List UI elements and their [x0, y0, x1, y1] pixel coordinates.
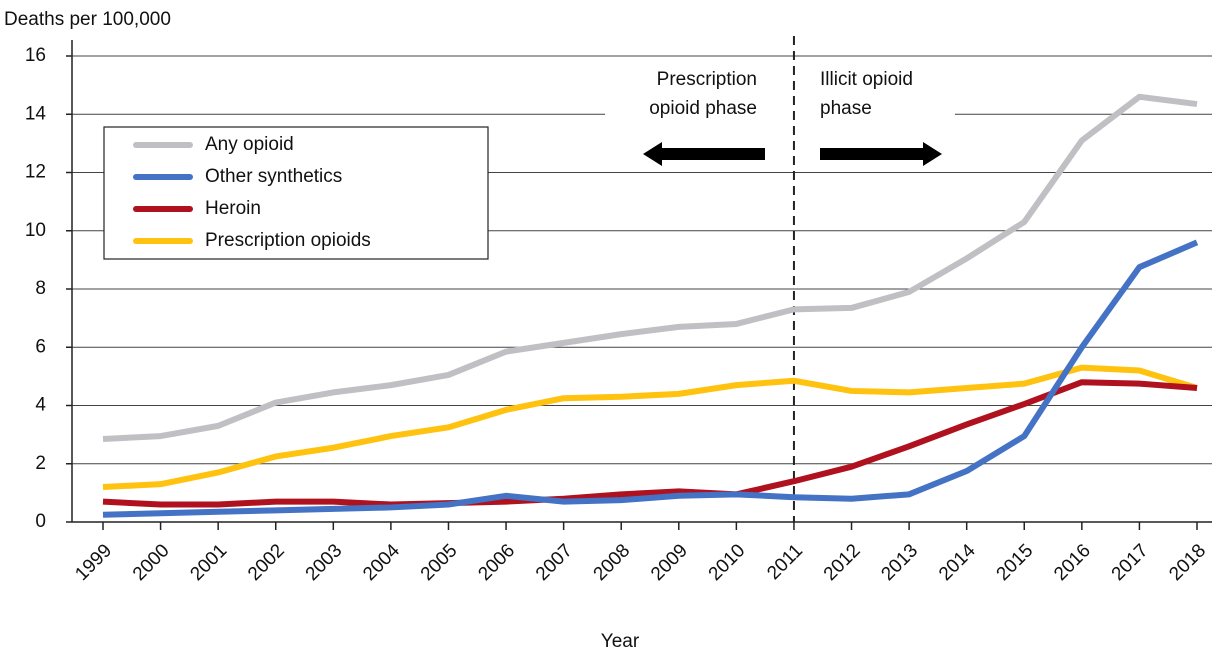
x-tick-label: 2001	[186, 540, 231, 585]
y-tick-label: 14	[25, 103, 47, 124]
x-tick-label: 2012	[820, 540, 865, 585]
annotation-text: opioid phase	[649, 98, 757, 119]
y-tick-label: 4	[35, 395, 46, 416]
x-tick-label: 2010	[705, 540, 750, 585]
x-tick-label: 2007	[532, 540, 577, 585]
x-tick-label: 2003	[302, 540, 347, 585]
legend-label: Other synthetics	[205, 166, 342, 187]
arrow-left	[643, 142, 765, 166]
x-axis-label: Year	[601, 631, 640, 652]
x-tick-label: 2004	[359, 540, 404, 585]
series-line	[102, 364, 1198, 491]
x-tick-label: 2002	[244, 540, 289, 585]
y-tick-label: 2	[35, 453, 46, 474]
y-axis-label: Deaths per 100,000	[4, 9, 171, 30]
series-line	[102, 379, 1198, 508]
x-tick-label: 2011	[763, 540, 807, 584]
x-tick-label: 2013	[877, 540, 922, 585]
legend-box	[103, 126, 489, 260]
annotation-text: Prescription	[657, 69, 757, 90]
y-tick-label: 16	[25, 45, 46, 66]
x-tick-label: 2017	[1108, 540, 1153, 585]
x-tick-label: 2016	[1050, 540, 1095, 585]
series-line	[102, 239, 1199, 518]
y-tick-label: 8	[35, 278, 46, 299]
y-tick-label: 0	[35, 511, 46, 532]
x-tick-label: 2014	[935, 540, 980, 585]
legend-label: Heroin	[205, 198, 261, 219]
x-tick-label: 1999	[71, 540, 116, 585]
x-tick-label: 2018	[1165, 540, 1210, 585]
x-tick-label: 2015	[993, 540, 1038, 585]
annotation-text: Illicit opioid	[820, 69, 913, 90]
y-tick-label: 12	[25, 162, 46, 183]
annotation-text: phase	[820, 98, 872, 119]
annotation-background	[605, 62, 955, 126]
x-tick-label: 2000	[129, 540, 174, 585]
x-tick-label: 2008	[590, 540, 635, 585]
y-tick-label: 6	[35, 336, 46, 357]
legend: Any opioid Other synthetics Heroin Prescrip…	[103, 126, 489, 260]
x-tick-label: 2009	[647, 540, 692, 585]
series-line	[102, 93, 1198, 442]
arrow-right	[820, 142, 942, 166]
x-tick-label: 2006	[474, 540, 519, 585]
x-tick-label: 2005	[417, 540, 462, 585]
y-tick-label: 10	[25, 220, 46, 241]
legend-label: Prescription opioids	[205, 230, 371, 251]
legend-label: Any opioid	[205, 134, 294, 155]
